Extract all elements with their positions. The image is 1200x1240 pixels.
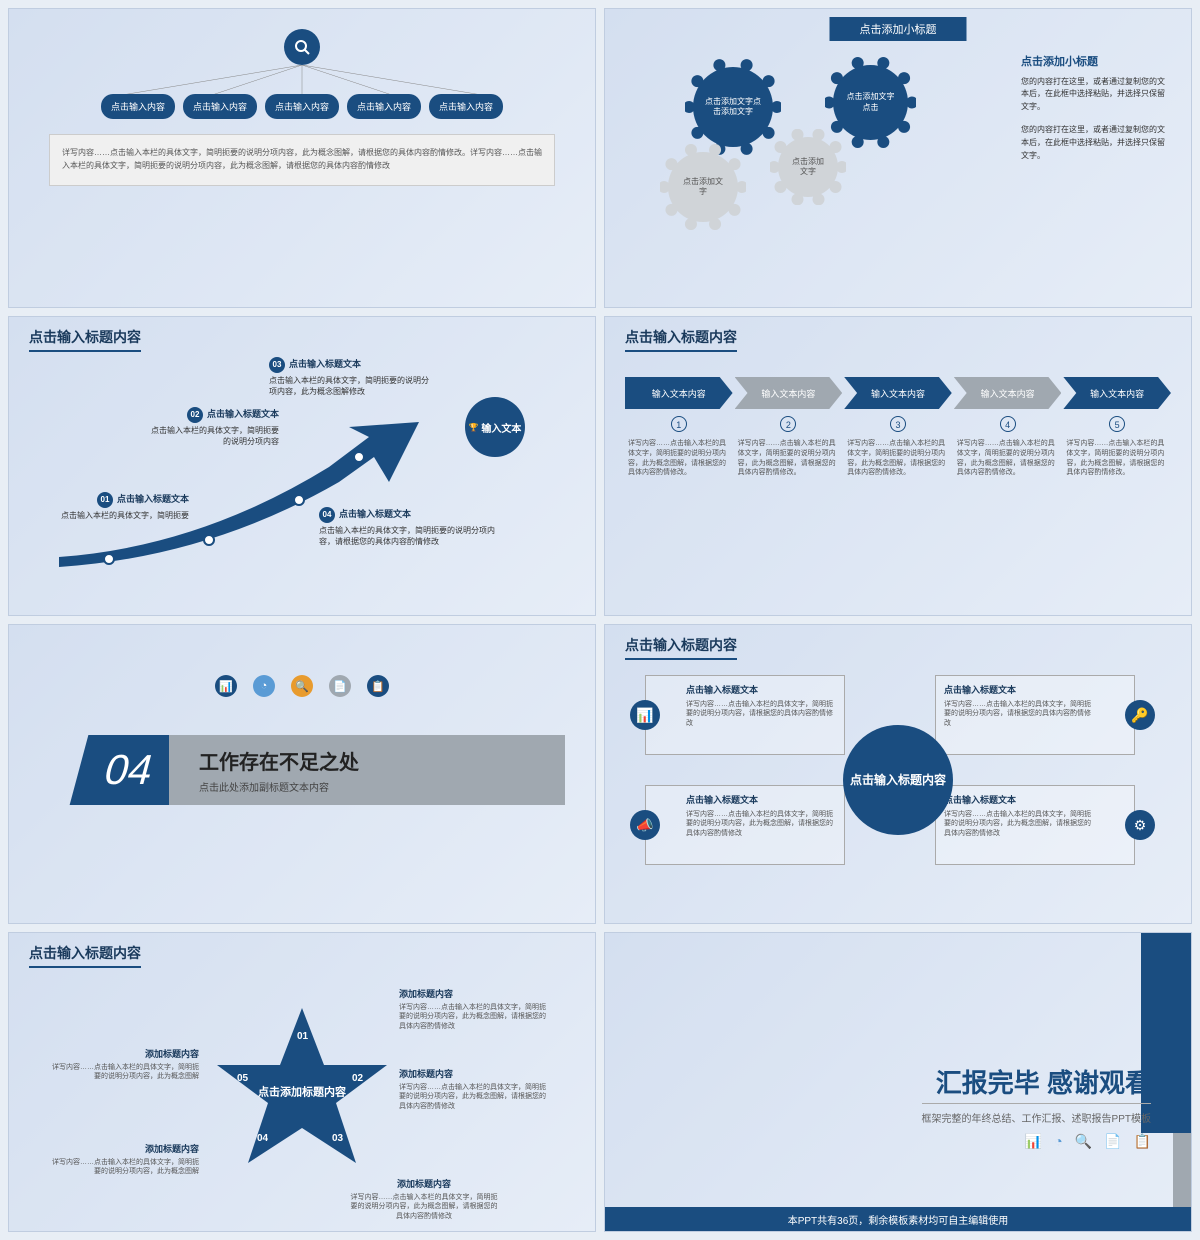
closing-title: 汇报完毕 感谢观看 xyxy=(936,1063,1151,1100)
slide-title: 点击输入标题内容 xyxy=(29,327,141,352)
step-desc: 详写内容……点击输入本栏的具体文字，简明扼要的说明分项内容，此为概念图解，请根据… xyxy=(625,439,733,478)
star-point: 添加标题内容详写内容……点击输入本栏的具体文字，简明扼要的说明分项内容，此为概念… xyxy=(349,1178,499,1222)
star-point: 添加标题内容详写内容……点击输入本栏的具体文字，简明扼要的说明分项内容，此为概念… xyxy=(399,988,549,1032)
tab-pill: 点击输入内容 xyxy=(183,94,257,119)
tab-pill: 点击输入内容 xyxy=(101,94,175,119)
info-box: 点击输入标题文本详写内容……点击输入本栏的具体文字，简明扼要的说明分项内容，此为… xyxy=(935,785,1135,865)
footer-bar: 本PPT共有36页，剩余模板素材均可自主编辑使用 xyxy=(605,1207,1191,1231)
footer-icon: 📋 xyxy=(1134,1133,1151,1150)
step-desc: 详写内容……点击输入本栏的具体文字，简明扼要的说明分项内容，此为概念图解，请根据… xyxy=(735,439,843,478)
slide-1: 点击输入内容点击输入内容点击输入内容点击输入内容点击输入内容 详写内容……点击输… xyxy=(8,8,596,308)
side-heading: 点击添加小标题 xyxy=(1021,54,1171,72)
star-diagram: 点击添加标题内容 01 02 03 04 05 xyxy=(212,1003,392,1183)
section-title: 工作存在不足之处 xyxy=(199,746,565,775)
gear-icon: 点击添加文字点击添加文字 xyxy=(685,59,781,155)
footer-icon: ◔ xyxy=(1054,1133,1062,1150)
box-icon: ⚙ xyxy=(1125,810,1155,840)
slide-2: 点击添加小标题 点击添加文字点击添加文字点击添加文字点击添加文字点击添加文字点击… xyxy=(604,8,1192,308)
gear-icon: 点击添加文字 xyxy=(660,144,746,230)
step-desc: 详写内容……点击输入本栏的具体文字，简明扼要的说明分项内容，此为概念图解，请根据… xyxy=(844,439,952,478)
box-icon: 📣 xyxy=(630,810,660,840)
step-number: 1 xyxy=(625,415,733,433)
category-icon: 📊 xyxy=(215,675,237,697)
star-point: 添加标题内容详写内容……点击输入本栏的具体文字，简明扼要的说明分项内容，此为概念… xyxy=(399,1068,549,1112)
slide-4: 点击输入标题内容 输入文本内容输入文本内容输入文本内容输入文本内容输入文本内容 … xyxy=(604,316,1192,616)
slide-8: 汇报完毕 感谢观看 框架完整的年终总结、工作汇报、述职报告PPT模板 📊 ◔ 🔍 📄 📋… xyxy=(604,932,1192,1232)
arrow-point: 04点击输入标题文本点击输入本栏的具体文字，简明扼要的说明分项内容，请根据您的具… xyxy=(319,507,499,547)
tab-pill: 点击输入内容 xyxy=(265,94,339,119)
slide-title: 点击输入标题内容 xyxy=(625,327,737,352)
category-icon: 🔍 xyxy=(291,675,313,697)
banner-title: 点击添加小标题 xyxy=(830,17,967,41)
search-icon xyxy=(284,29,320,65)
category-icon: ◔ xyxy=(253,675,275,697)
chevron-step: 输入文本内容 xyxy=(735,377,843,409)
section-subtitle: 点击此处添加副标题文本内容 xyxy=(199,779,565,794)
tab-pill: 点击输入内容 xyxy=(347,94,421,119)
tab-pill: 点击输入内容 xyxy=(429,94,503,119)
chevron-step: 输入文本内容 xyxy=(625,377,733,409)
arrow-point: 03点击输入标题文本点击输入本栏的具体文字，简明扼要的说明分项内容，此为概念图解… xyxy=(269,357,429,397)
step-number: 5 xyxy=(1063,415,1171,433)
slide-title: 点击输入标题内容 xyxy=(625,635,737,660)
description-box: 详写内容……点击输入本栏的具体文字，简明扼要的说明分项内容，此为概念图解，请根据… xyxy=(49,134,555,186)
chevron-step: 输入文本内容 xyxy=(1063,377,1171,409)
box-icon: 📊 xyxy=(630,700,660,730)
slide-5: 📊◔🔍📄📋 04 工作存在不足之处 点击此处添加副标题文本内容 xyxy=(8,624,596,924)
info-box: 点击输入标题文本详写内容……点击输入本栏的具体文字，简明扼要的说明分项内容，此为… xyxy=(645,785,845,865)
section-title-bar: 工作存在不足之处 点击此处添加副标题文本内容 xyxy=(169,735,565,805)
chevron-step: 输入文本内容 xyxy=(844,377,952,409)
info-box: 点击输入标题文本详写内容……点击输入本栏的具体文字，简明扼要的说明分项内容，请根… xyxy=(935,675,1135,755)
side-text: 点击添加小标题 您的内容打在这里，或者通过复制您的文本后，在此框中选择粘贴，并选… xyxy=(1021,54,1171,172)
footer-icon: 📄 xyxy=(1104,1133,1121,1150)
arrow-point: 01点击输入标题文本点击输入本栏的具体文字，简明扼要 xyxy=(59,492,189,521)
star-point: 添加标题内容详写内容……点击输入本栏的具体文字，简明扼要的说明分项内容，此为概念… xyxy=(49,1143,199,1177)
arrow-target-circle: 🏆 输入文本 xyxy=(465,397,525,457)
slide-3: 点击输入标题内容 🏆 输入文本 01点击输入标题文本点击输入本栏的具体文字，简明… xyxy=(8,316,596,616)
star-point: 添加标题内容详写内容……点击输入本栏的具体文字，简明扼要的说明分项内容，此为概念… xyxy=(49,1048,199,1082)
step-number: 3 xyxy=(844,415,952,433)
box-icon: 🔑 xyxy=(1125,700,1155,730)
step-desc: 详写内容……点击输入本栏的具体文字，简明扼要的说明分项内容，此为概念图解，请根据… xyxy=(954,439,1062,478)
slide-7: 点击输入标题内容 点击添加标题内容 01 02 03 04 05 添加标题内容详… xyxy=(8,932,596,1232)
category-icon: 📋 xyxy=(367,675,389,697)
chevron-step: 输入文本内容 xyxy=(954,377,1062,409)
connector-lines xyxy=(102,65,502,95)
star-center-label: 点击添加标题内容 xyxy=(258,1085,346,1100)
gear-icon: 点击添加文字点击 xyxy=(825,57,916,148)
footer-icon: 🔍 xyxy=(1075,1133,1092,1150)
footer-icon: 📊 xyxy=(1025,1133,1042,1150)
step-desc: 详写内容……点击输入本栏的具体文字，简明扼要的说明分项内容，此为概念图解，请根据… xyxy=(1063,439,1171,478)
center-circle: 点击输入标题内容 xyxy=(843,725,953,835)
step-number: 2 xyxy=(735,415,843,433)
info-box: 点击输入标题文本详写内容……点击输入本栏的具体文字，简明扼要的说明分项内容，请根… xyxy=(645,675,845,755)
category-icon: 📄 xyxy=(329,675,351,697)
arrow-point: 02点击输入标题文本点击输入本栏的具体文字，简明扼要的说明分项内容 xyxy=(149,407,279,447)
slide-title: 点击输入标题内容 xyxy=(29,943,141,968)
slide-6: 点击输入标题内容 点击输入标题内容 点击输入标题文本详写内容……点击输入本栏的具… xyxy=(604,624,1192,924)
step-number: 4 xyxy=(954,415,1062,433)
closing-subtitle: 框架完整的年终总结、工作汇报、述职报告PPT模板 xyxy=(922,1103,1151,1125)
